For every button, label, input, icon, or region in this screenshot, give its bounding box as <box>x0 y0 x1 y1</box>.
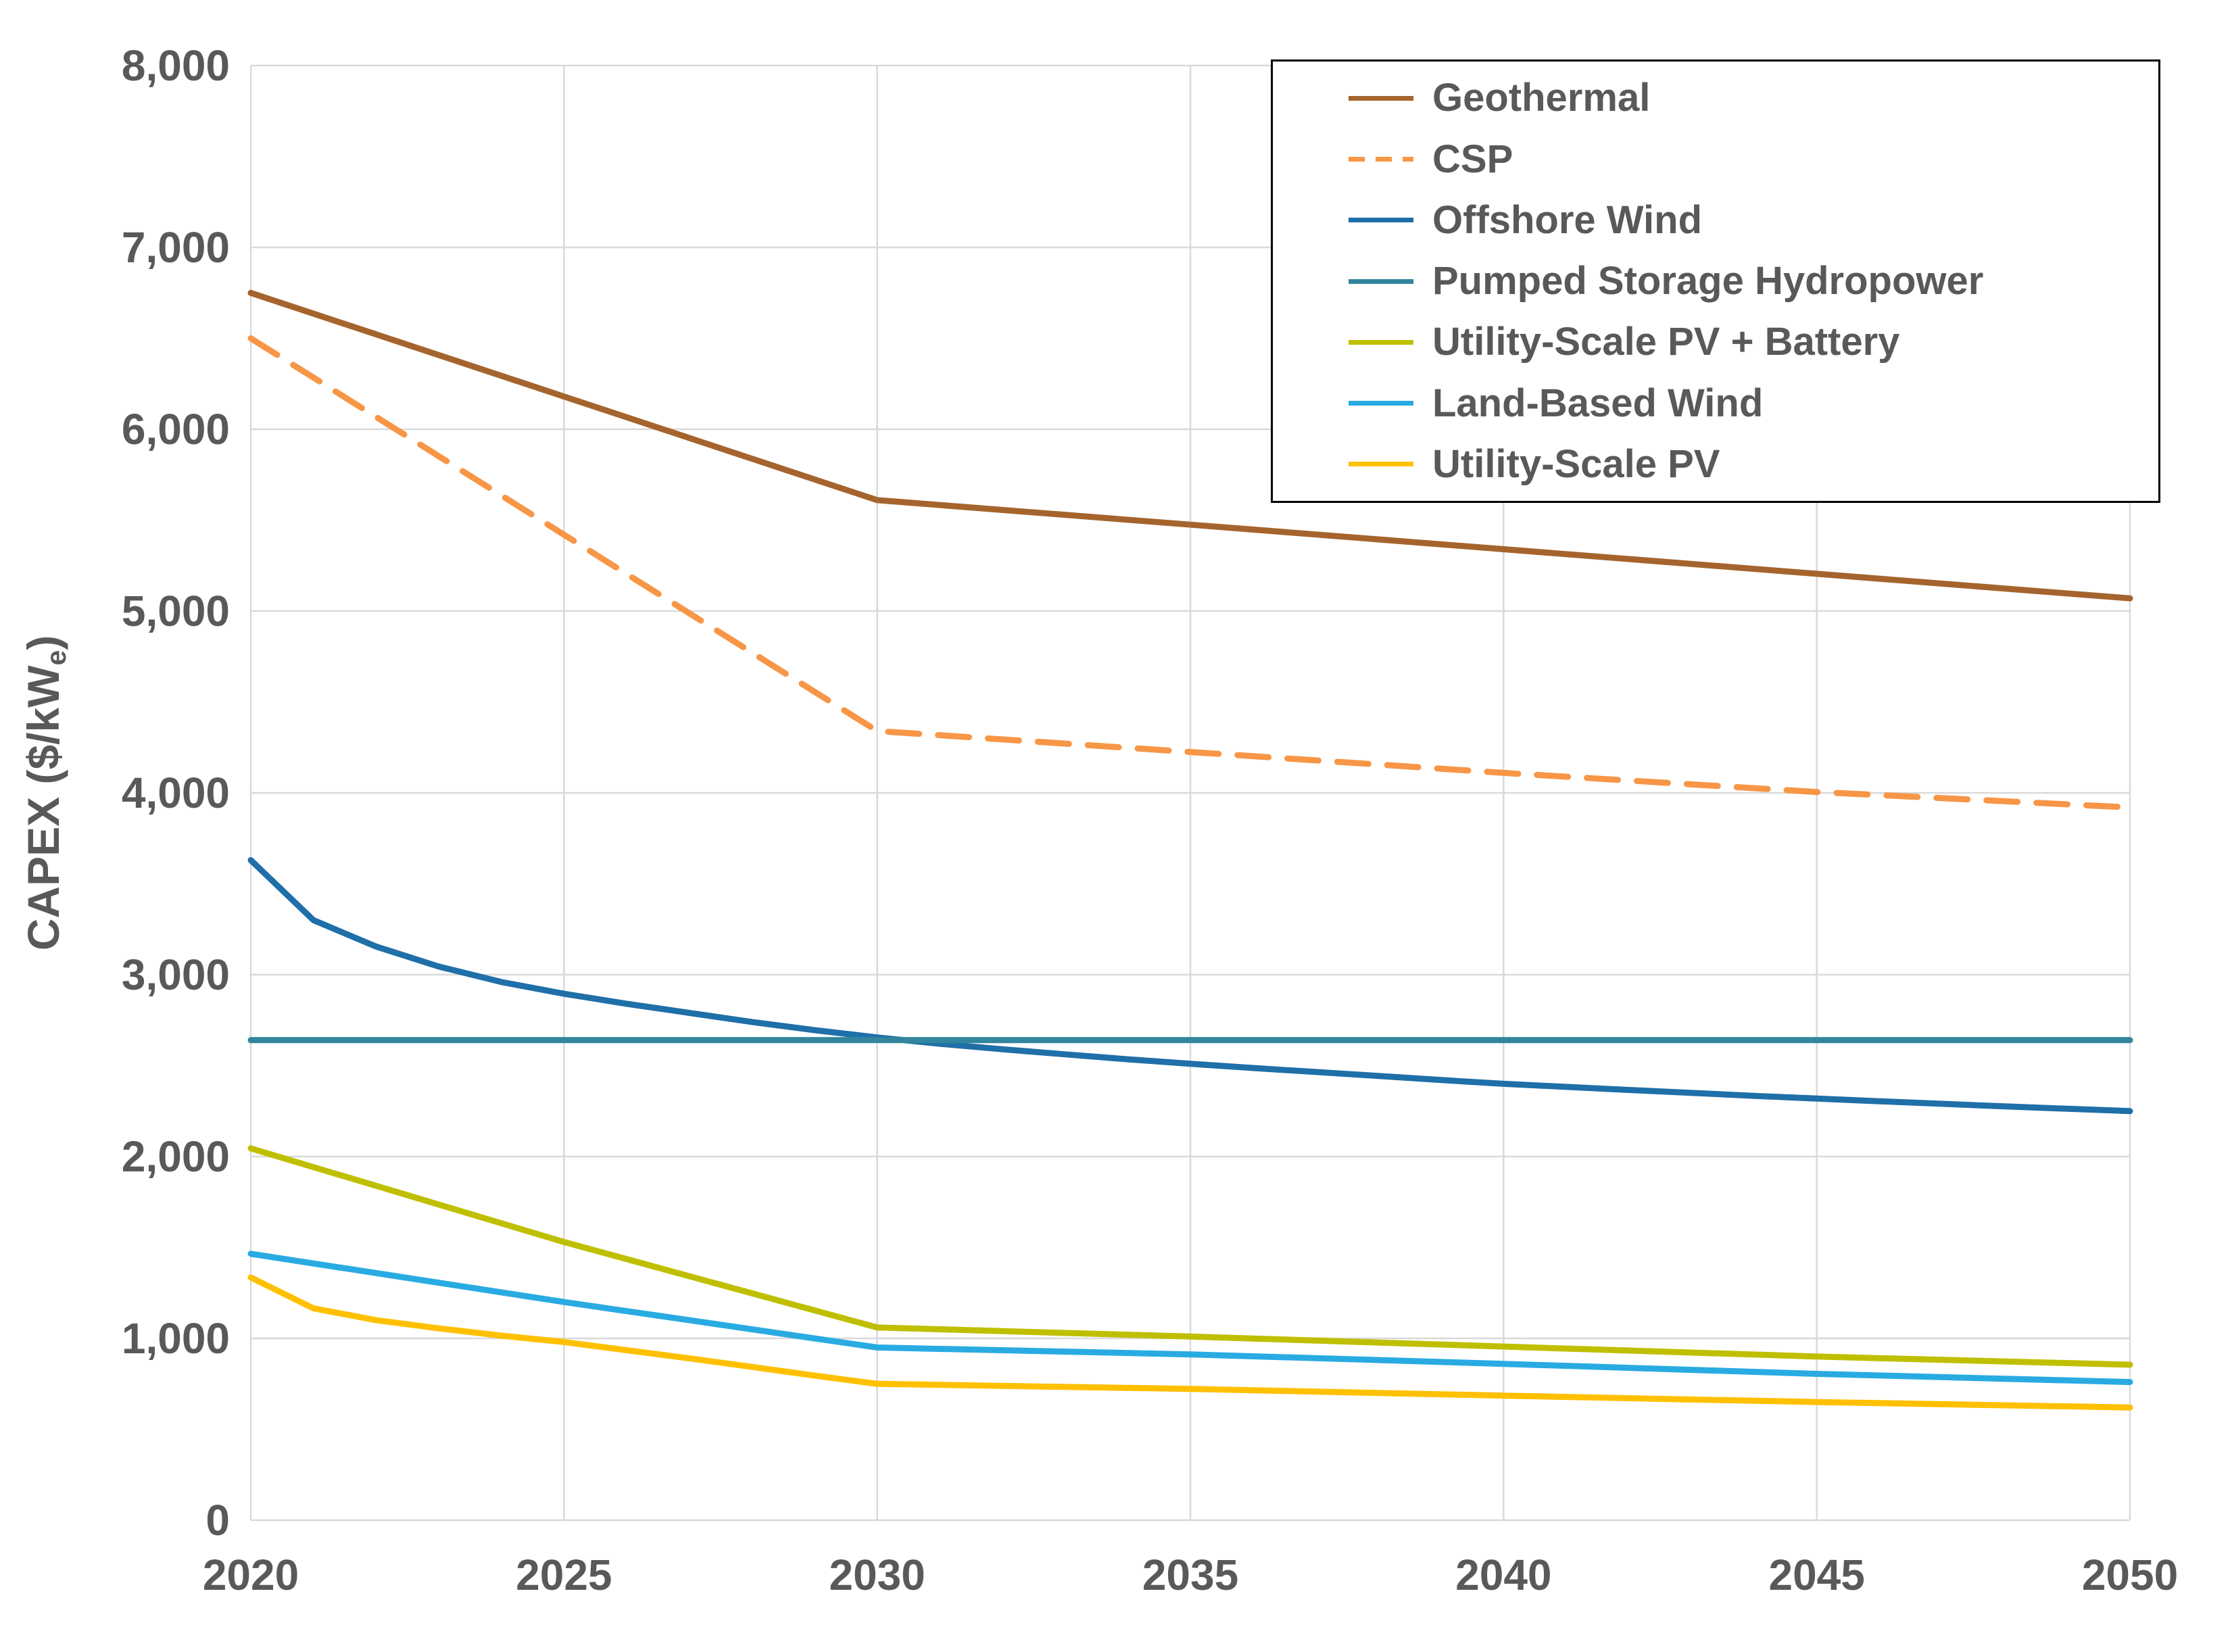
series-line-utility-scale-pv-battery <box>247 1145 2133 1368</box>
legend-label: CSP <box>1432 137 1513 181</box>
series-line-csp <box>247 335 2133 810</box>
legend-line-sample <box>1349 278 1413 284</box>
x-tick-label: 2020 <box>202 1551 299 1599</box>
legend: Geothermal CSP Offshore Wind Pumped Storage… <box>1271 59 2160 503</box>
x-tick-label: 2030 <box>829 1551 925 1599</box>
y-tick-label: 8,000 <box>121 41 230 90</box>
y-tick-label: 6,000 <box>121 405 230 454</box>
x-tick-label: 2045 <box>1768 1551 1865 1599</box>
legend-label: Pumped Storage Hydropower <box>1432 259 1984 303</box>
series-line-utility-scale-pv <box>247 1274 2133 1411</box>
legend-label: Utility-Scale PV <box>1432 441 1720 486</box>
y-tick-label: 0 <box>205 1496 230 1545</box>
legend-line-sample <box>1349 401 1413 406</box>
legend-item: CSP <box>1349 131 2158 188</box>
x-tick-label: 2040 <box>1455 1551 1552 1599</box>
y-tick-label: 4,000 <box>121 769 230 817</box>
y-axis-title-close: ) <box>18 635 68 650</box>
y-tick-label: 3,000 <box>121 950 230 999</box>
series-line-land-based-wind <box>247 1250 2133 1386</box>
legend-item: Utility-Scale PV <box>1349 436 2158 493</box>
legend-item: Offshore Wind <box>1349 192 2158 249</box>
series-lines <box>247 289 2133 1411</box>
legend-line-sample <box>1349 157 1413 162</box>
legend-label: Utility-Scale PV + Battery <box>1432 320 1900 364</box>
x-tick-label: 2025 <box>516 1551 612 1599</box>
y-tick-label: 5,000 <box>121 587 230 635</box>
y-tick-label: 2,000 <box>121 1132 230 1181</box>
legend-line-sample <box>1349 95 1413 101</box>
legend-line-sample <box>1349 218 1413 223</box>
y-tick-label: 7,000 <box>121 223 230 272</box>
legend-item: Utility-Scale PV + Battery <box>1349 314 2158 370</box>
series-line-geothermal <box>247 289 2133 602</box>
legend-label: Offshore Wind <box>1432 197 1703 242</box>
legend-item: Geothermal <box>1349 70 2158 126</box>
series-line-offshore-wind <box>247 857 2133 1115</box>
legend-line-sample <box>1349 339 1413 345</box>
x-tick-label: 2050 <box>2081 1551 2179 1599</box>
legend-item: Land-Based Wind <box>1349 375 2158 432</box>
y-axis-title-subscript: e <box>41 650 72 666</box>
legend-line-sample <box>1349 462 1413 467</box>
legend-item: Pumped Storage Hydropower <box>1349 253 2158 310</box>
legend-label: Geothermal <box>1432 76 1651 120</box>
legend-label: Land-Based Wind <box>1432 381 1764 425</box>
y-tick-label: 1,000 <box>121 1314 230 1363</box>
gridlines <box>249 64 2131 1522</box>
x-tick-label: 2035 <box>1142 1551 1239 1599</box>
